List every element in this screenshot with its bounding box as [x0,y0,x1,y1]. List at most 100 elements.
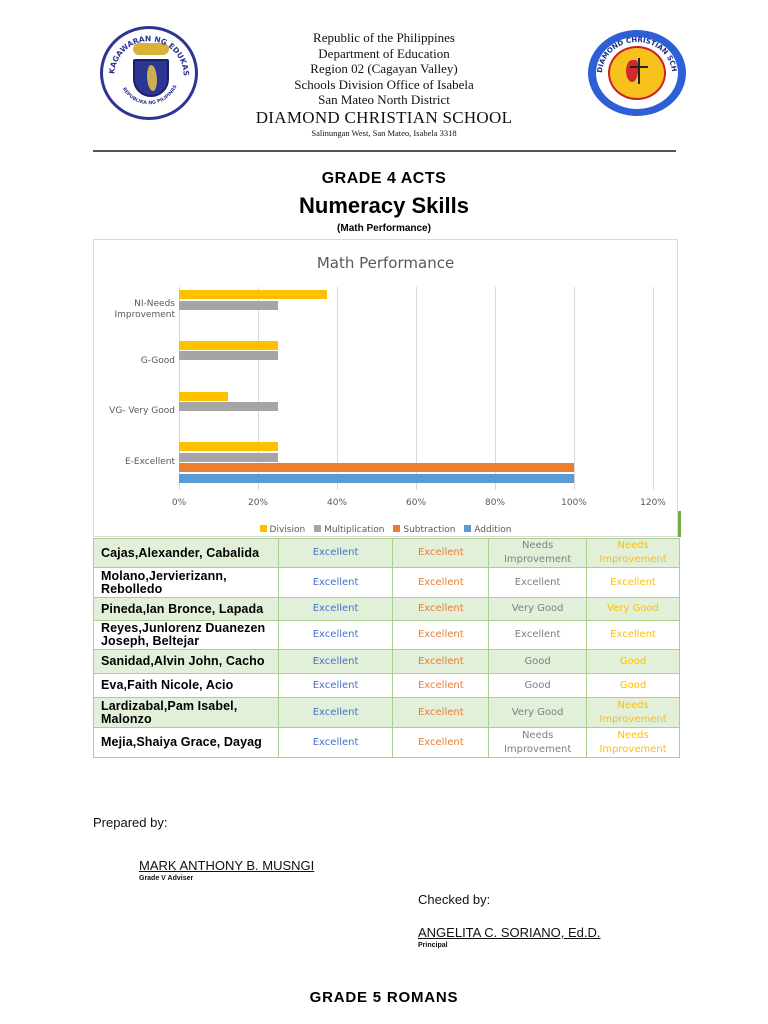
header-line: Region 02 (Cagayan Valley) [310,61,458,76]
y-category-label: E-Excellent [124,457,175,468]
page-subtitle: (Math Performance) [337,223,431,234]
student-name: Molano,Jervierizann, Rebolledo [93,567,279,598]
subtraction-rating: Excellent [392,727,490,758]
student-name: Pineda,Ian Bronce, Lapada [93,597,279,621]
multiplication-rating: Excellent [488,567,588,598]
school-address: Salinungan West, San Mateo, Isabela 3318 [311,127,457,138]
table-row: Pineda,Ian Bronce, Lapada Excellent Exce… [93,597,680,621]
division-rating: Needs Improvement [586,697,680,728]
legend-item-division: Division [259,525,306,535]
addition-rating: Excellent [277,697,394,728]
student-name: Eva,Faith Nicole, Acio [93,673,279,698]
division-rating: Good [586,673,680,698]
table-row: Molano,Jervierizann, Rebolledo Excellent… [93,567,680,598]
header-line: Republic of the Philippines [313,30,455,45]
student-grades-table: Cajas,Alexander, Cabalida Excellent Exce… [93,538,680,758]
division-rating: Excellent [586,620,680,650]
subtraction-rating: Excellent [392,697,490,728]
letterhead: Republic of the Philippines Department o… [0,30,768,139]
subtraction-rating: Excellent [392,673,490,698]
cross-icon [638,58,640,84]
subtraction-rating: Excellent [392,597,490,621]
table-row: Cajas,Alexander, Cabalida Excellent Exce… [93,538,680,568]
bar-addition [179,473,574,483]
chart-gridline [179,287,180,490]
checked-by-name: ANGELITA C. SORIANO, Ed.D. [418,925,601,940]
table-row: Reyes,Junlorenz Duanezen Joseph, Belteja… [93,620,680,650]
subtraction-rating: Excellent [392,567,490,598]
multiplication-rating: Very Good [488,697,588,728]
x-tick-label: 100% [561,498,587,508]
bar-multiplication [179,300,278,310]
multiplication-rating: Good [488,649,588,674]
student-name: Lardizabal,Pam Isabel, Malonzo [93,697,279,728]
legend-label: Multiplication [324,525,385,535]
y-category-label: NI-Needs Improvement [114,299,175,321]
table-edge-marker [678,511,681,537]
legend-swatch [314,525,322,532]
student-name: Cajas,Alexander, Cabalida [93,538,279,568]
addition-rating: Excellent [277,597,394,621]
seal-ring-text: KAGAWARAN NG EDUKASYON REPUBLIKA NG PILI… [103,29,191,106]
multiplication-rating: Needs Improvement [488,538,588,568]
division-rating: Very Good [586,597,680,621]
legend-item-subtraction: Subtraction [393,525,455,535]
bar-multiplication [179,351,278,361]
chart-title: Math Performance [316,254,455,272]
table-row: Sanidad,Alvin John, Cacho Excellent Exce… [93,649,680,674]
checked-by-label: Checked by: [418,892,491,907]
bar-division [179,290,328,299]
chart-gridline [258,287,259,490]
student-name: Mejia,Shaiya Grace, Dayag [93,727,279,758]
addition-rating: Excellent [277,567,394,598]
legend-label: Subtraction [403,525,456,535]
multiplication-rating: Needs Improvement [488,727,588,758]
multiplication-rating: Excellent [488,620,588,650]
y-category-label: VG- Very Good [109,406,175,417]
addition-rating: Excellent [277,538,394,568]
prepared-by-name: MARK ANTHONY B. MUSNGI [139,858,315,873]
bar-multiplication [179,452,278,462]
table-row: Lardizabal,Pam Isabel, Malonzo Excellent… [93,697,680,728]
addition-rating: Excellent [277,727,394,758]
student-name: Reyes,Junlorenz Duanezen Joseph, Belteja… [93,620,279,650]
chart-gridline [574,287,575,490]
chart-gridline [653,287,654,490]
x-tick-label: 0% [171,498,187,508]
header-divider [93,150,676,152]
legend-swatch [464,525,472,532]
header-line: Department of Education [318,45,450,61]
x-tick-label: 40% [326,498,348,508]
chart-gridline [495,287,496,490]
multiplication-rating: Very Good [488,597,588,621]
legend-label: Division [269,525,306,535]
bar-division [179,340,278,350]
legend-swatch [259,525,267,532]
division-rating: Needs Improvement [586,538,680,568]
diamond-christian-school-seal-icon: DIAMOND CHRISTIAN SCHOOL [588,30,686,116]
legend-label: Addition [474,525,512,535]
chart-gridline [416,287,417,490]
deped-seal-icon: KAGAWARAN NG EDUKASYON REPUBLIKA NG PILI… [100,26,198,120]
x-tick-label: 80% [484,498,506,508]
division-rating: Needs Improvement [586,727,680,758]
bar-division [179,442,278,452]
x-tick-label: 60% [405,498,427,508]
school-name: DIAMOND CHRISTIAN SCHOOL [255,107,513,127]
subtraction-rating: Excellent [392,538,490,568]
bar-subtraction [179,463,574,473]
addition-rating: Excellent [277,620,394,650]
bar-multiplication [179,402,278,411]
multiplication-rating: Good [488,673,588,698]
header-line: Schools Division Office of Isabela [294,76,474,92]
prepared-by-label: Prepared by: [93,815,168,830]
math-performance-chart: Math Performance Division Multiplication… [93,239,678,537]
header-line: San Mateo North District [318,92,450,107]
prepared-by-role: Grade V Adviser [139,875,194,882]
subtraction-rating: Excellent [392,620,490,650]
checked-by-role: Principal [418,942,448,949]
table-row: Eva,Faith Nicole, Acio Excellent Excelle… [93,673,680,698]
table-row: Mejia,Shaiya Grace, Dayag Excellent Exce… [93,727,680,758]
division-rating: Good [586,649,680,674]
chart-gridline [337,287,338,490]
